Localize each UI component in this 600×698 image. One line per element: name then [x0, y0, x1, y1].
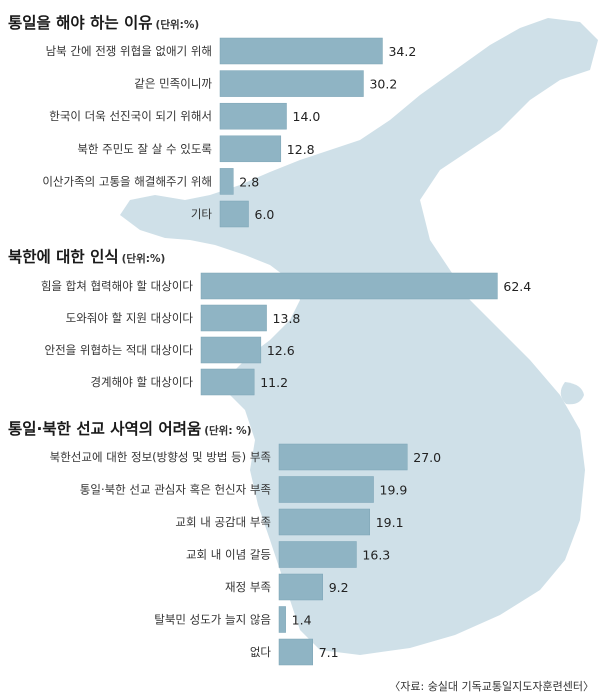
chart-section-3: 통일·북한 선교 사역의 어려움 (단위: %) 북한선교에 대한 정보(방향성 및…: [8, 419, 441, 666]
value-label: 7.1: [319, 645, 339, 660]
category-label: 교회 내 이념 갈등: [186, 548, 271, 562]
bar: [278, 573, 323, 601]
island-shape: [560, 382, 584, 405]
bar: [219, 168, 234, 195]
category-label: 안전을 위협하는 적대 대상이다: [44, 343, 193, 357]
value-label: 19.1: [376, 515, 404, 530]
chart-unit-label: (단위: %): [204, 424, 251, 437]
value-label: 62.4: [503, 279, 531, 294]
bar: [200, 336, 262, 364]
chart-section-1: 통일을 해야 하는 이유 (단위:%) 남북 간에 전쟁 위협을 없애기 위해 34.…: [8, 14, 416, 228]
category-label: 힘을 합쳐 협력해야 할 대상이다: [41, 279, 194, 293]
chart-title: 북한에 대한 인식 (단위:%): [8, 247, 165, 266]
category-label: 없다: [250, 645, 272, 659]
value-label: 6.0: [255, 207, 275, 222]
bar: [200, 304, 267, 332]
chart-unit-label: (단위:%): [122, 252, 166, 265]
value-label: 11.2: [260, 375, 288, 390]
category-label: 한국이 더욱 선진국이 되기 위해서: [49, 109, 212, 123]
value-label: 27.0: [413, 450, 441, 465]
bar: [200, 272, 498, 300]
bar: [219, 102, 287, 130]
bar: [278, 606, 286, 633]
bar: [200, 368, 255, 396]
chart-title-text: 통일을 해야 하는 이유: [8, 14, 153, 32]
category-label: 이산가족의 고통을 해결해주기 위해: [42, 174, 212, 188]
value-label: 16.3: [362, 548, 390, 563]
peninsula-shape: [120, 18, 598, 655]
value-label: 1.4: [292, 613, 312, 628]
category-label: 교회 내 공감대 부족: [175, 515, 271, 529]
bar: [219, 200, 249, 228]
source-note: 〈자료: 숭실대 기독교통일지도자훈련센터〉: [389, 680, 594, 693]
bar: [278, 508, 370, 536]
value-label: 12.6: [267, 343, 295, 358]
category-label: 같은 민족이니까: [134, 77, 212, 91]
category-label: 도와줘야 할 지원 대상이다: [66, 311, 194, 325]
bar: [278, 476, 374, 503]
bar: [278, 541, 357, 568]
chart-unit-label: (단위:%): [156, 18, 200, 31]
chart-title: 통일을 해야 하는 이유 (단위:%): [8, 14, 199, 32]
chart-section-2: 북한에 대한 인식 (단위:%) 힘을 합쳐 협력해야 할 대상이다 62.4 도와줘야…: [8, 247, 531, 396]
chart-title-text: 통일·북한 선교 사역의 어려움: [8, 419, 201, 438]
category-label: 남북 간에 전쟁 위협을 없애기 위해: [46, 44, 212, 58]
chart-title-text: 북한에 대한 인식: [8, 247, 119, 266]
value-label: 14.0: [293, 109, 321, 124]
category-label: 재정 부족: [225, 580, 271, 594]
value-label: 2.8: [239, 174, 259, 189]
category-label: 북한 주민도 잘 살 수 있도록: [77, 142, 212, 156]
bar: [219, 70, 364, 97]
category-label: 기타: [191, 207, 213, 221]
value-label: 30.2: [369, 77, 397, 92]
value-label: 13.8: [273, 311, 301, 326]
value-label: 34.2: [388, 44, 416, 59]
category-label: 북한선교에 대한 정보(방향성 및 방법 등) 부족: [50, 450, 271, 464]
bar: [278, 443, 408, 471]
value-label: 9.2: [329, 580, 349, 595]
bar: [219, 37, 383, 65]
bar: [278, 638, 313, 666]
category-label: 경계해야 할 대상이다: [90, 375, 193, 389]
bar: [219, 135, 282, 163]
chart-title: 통일·북한 선교 사역의 어려움 (단위: %): [8, 419, 252, 438]
value-label: 19.9: [380, 483, 408, 498]
value-label: 12.8: [287, 142, 315, 157]
category-label: 탈북민 성도가 늘지 않음: [154, 613, 271, 627]
category-label: 통일·북한 선교 관심자 혹은 헌신자 부족: [80, 483, 271, 497]
